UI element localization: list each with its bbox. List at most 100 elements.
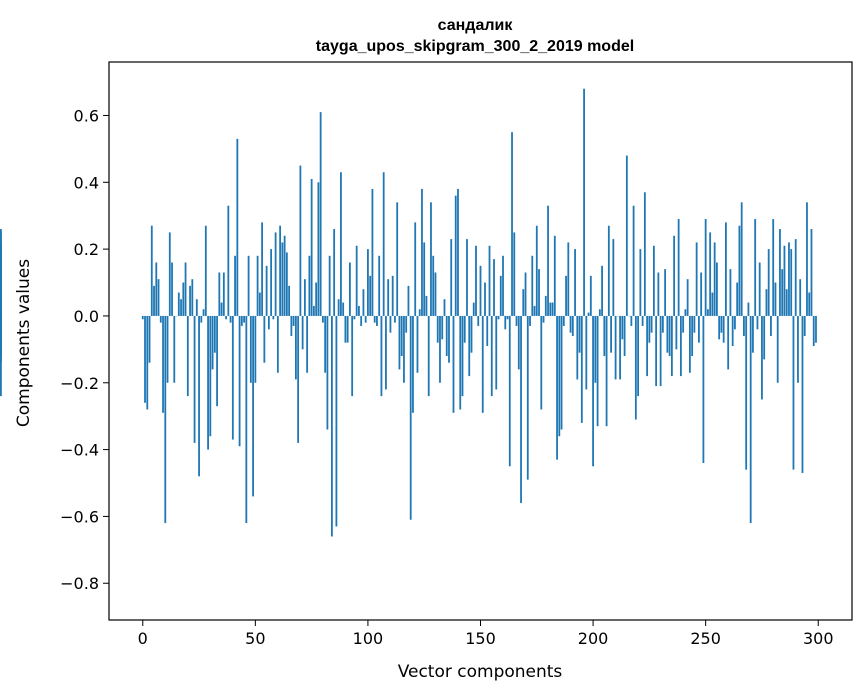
- bar-207: [607, 225, 610, 316]
- bar-70: [299, 165, 302, 316]
- bar-106: [380, 315, 383, 397]
- bar-153: [486, 315, 489, 347]
- bar-27: [202, 309, 205, 316]
- bar-77: [315, 282, 318, 316]
- bar-74: [308, 255, 311, 316]
- bar-110: [389, 315, 392, 333]
- bar-64: [285, 252, 288, 316]
- bar-197: [585, 315, 588, 390]
- bar-250: [704, 219, 707, 316]
- bar-276: [763, 315, 766, 360]
- bar-144: [466, 239, 468, 316]
- bar-81: [324, 315, 327, 373]
- bar-260: [727, 315, 730, 370]
- y-tick-label: −0.6: [60, 507, 99, 526]
- bar-undefined: [0, 315, 2, 363]
- bar-178: [542, 315, 545, 323]
- bar-142: [461, 315, 464, 397]
- bar-248: [700, 272, 703, 316]
- bar-209: [612, 239, 615, 316]
- bar-123: [418, 309, 421, 316]
- bar-116: [403, 315, 405, 383]
- bar-154: [488, 245, 491, 316]
- bar-49: [252, 315, 254, 497]
- bar-204: [601, 265, 603, 316]
- bar-279: [770, 315, 772, 336]
- bar-89: [342, 302, 345, 316]
- bar-47: [247, 255, 250, 316]
- bar-63: [283, 235, 286, 316]
- bar-48: [249, 315, 252, 383]
- bar-72: [303, 279, 306, 316]
- bar-94: [353, 315, 356, 320]
- bar-239: [679, 315, 682, 377]
- bar-18: [182, 282, 185, 316]
- bar-90: [344, 315, 347, 343]
- bar-269: [747, 302, 750, 316]
- bar-121: [414, 222, 417, 316]
- bar-267: [743, 315, 745, 336]
- bar-199: [589, 275, 592, 316]
- bar-53: [261, 222, 263, 316]
- bar-188: [565, 275, 567, 316]
- bar-258: [722, 315, 725, 343]
- bar-161: [504, 315, 507, 330]
- x-tick-label: 300: [803, 629, 834, 648]
- bar-277: [765, 289, 768, 316]
- bar-98: [362, 289, 365, 316]
- bar-212: [619, 315, 621, 380]
- bar-0: [141, 315, 144, 320]
- bar-219: [634, 315, 637, 420]
- bar-251: [707, 309, 709, 316]
- chart-subtitle: tayga_upos_skipgram_300_2_2019 model: [316, 38, 634, 55]
- bar-175: [535, 225, 538, 316]
- bar-46: [245, 315, 248, 524]
- bar-3: [148, 315, 151, 363]
- bar-117: [405, 315, 408, 333]
- bar-205: [603, 315, 606, 357]
- bar-67: [292, 315, 295, 326]
- bar-26: [200, 315, 203, 323]
- bar-222: [641, 315, 644, 326]
- bar-20: [186, 315, 189, 397]
- bar-148: [475, 245, 477, 316]
- y-axis-label: Components values: [14, 259, 34, 427]
- bar-69: [297, 315, 300, 443]
- bar-165: [513, 232, 516, 316]
- x-axis-label: Vector components: [398, 662, 563, 682]
- bar-206: [605, 315, 608, 427]
- bar-281: [774, 282, 777, 316]
- bar-126: [425, 295, 428, 316]
- bar-208: [610, 315, 612, 353]
- plot-frame: [108, 61, 853, 621]
- bar-108: [385, 315, 387, 390]
- bar-237: [675, 315, 678, 350]
- bar-42: [236, 138, 239, 316]
- bar-30: [209, 315, 212, 437]
- bar-233: [666, 315, 669, 353]
- x-tick-label: 250: [690, 629, 721, 648]
- bar-254: [713, 242, 716, 316]
- bar-227: [652, 245, 655, 316]
- bar-85: [333, 229, 336, 316]
- bar-37: [225, 315, 227, 320]
- bar-140: [457, 188, 459, 316]
- bar-115: [400, 315, 403, 357]
- bar-41: [234, 255, 236, 316]
- bar-223: [643, 192, 646, 316]
- bar-275: [761, 315, 763, 400]
- bar-151: [481, 315, 484, 413]
- bar-249: [702, 315, 705, 463]
- bar-31: [211, 315, 214, 370]
- bar-226: [650, 315, 653, 333]
- x-tick-label: 200: [578, 629, 609, 648]
- bar-243: [688, 315, 691, 373]
- x-tick-label: 100: [353, 629, 384, 648]
- bar-57: [270, 249, 273, 316]
- bar-240: [682, 315, 685, 333]
- bar-283: [779, 229, 781, 316]
- bar-235: [670, 315, 673, 377]
- bar-285: [783, 245, 786, 316]
- x-tick-label: 0: [138, 629, 148, 648]
